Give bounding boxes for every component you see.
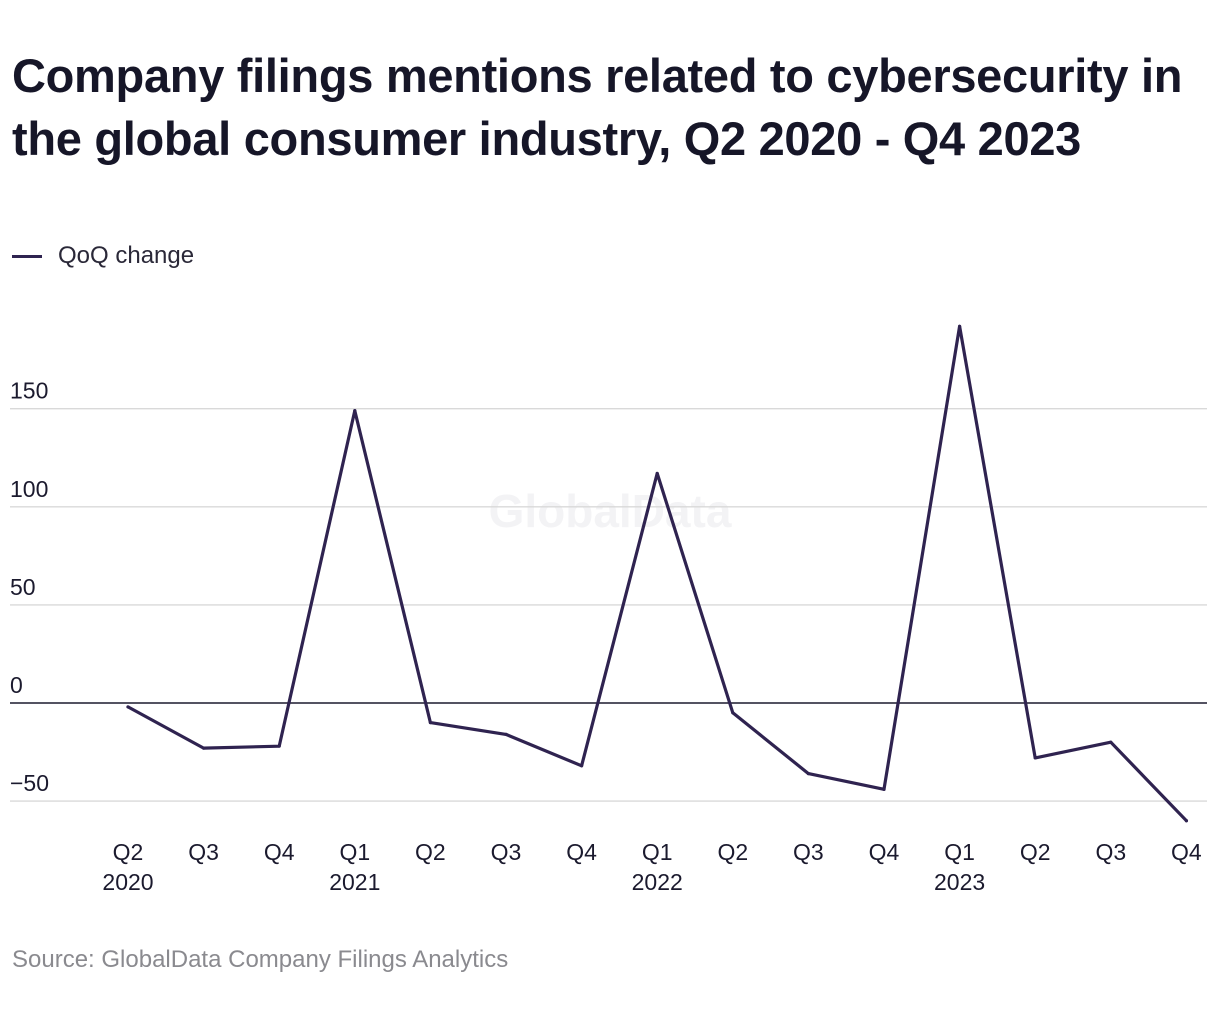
x-tick-label: Q3 bbox=[188, 839, 219, 865]
series-line bbox=[126, 324, 1189, 823]
x-tick-year-label: 2022 bbox=[632, 869, 683, 895]
x-tick-label: Q3 bbox=[491, 839, 522, 865]
x-tick-label: Q3 bbox=[793, 839, 824, 865]
x-tick-label: Q2 bbox=[113, 839, 144, 865]
data-point bbox=[126, 705, 130, 709]
data-point bbox=[882, 787, 886, 791]
legend: QoQ change bbox=[12, 242, 194, 270]
x-tick-label: Q1 bbox=[642, 839, 673, 865]
data-point bbox=[580, 764, 584, 768]
y-axis: 150 100 50 0 −50 bbox=[10, 378, 49, 796]
data-point bbox=[202, 746, 206, 750]
y-tick-label: 50 bbox=[10, 574, 36, 600]
source-note: Source: GlobalData Company Filings Analy… bbox=[12, 946, 509, 973]
data-point bbox=[353, 409, 357, 413]
y-tick-label: 150 bbox=[10, 378, 48, 404]
x-axis: Q2 2020 Q3 Q4 Q1 2021 Q2 Q3 Q4 Q1 2022 Q2 Q3 Q4 Q1 2023… bbox=[102, 839, 1202, 895]
data-point bbox=[1109, 740, 1113, 744]
x-tick-year-label: 2020 bbox=[102, 869, 153, 895]
data-point bbox=[806, 772, 811, 776]
data-point bbox=[277, 744, 281, 748]
x-tick-year-label: 2023 bbox=[934, 869, 985, 895]
x-tick-label: Q4 bbox=[869, 839, 900, 865]
x-tick-label: Q4 bbox=[1171, 839, 1202, 865]
data-point bbox=[1184, 819, 1188, 823]
x-tick-label: Q4 bbox=[264, 839, 295, 865]
data-point bbox=[731, 711, 735, 715]
x-tick-label: Q2 bbox=[415, 839, 446, 865]
gridlines bbox=[10, 408, 1207, 802]
data-point bbox=[1033, 756, 1037, 760]
x-tick-label: Q2 bbox=[717, 839, 748, 865]
legend-label: QoQ change bbox=[58, 242, 195, 269]
y-tick-label: 0 bbox=[10, 672, 23, 698]
y-tick-label: 100 bbox=[10, 476, 48, 502]
x-tick-label: Q1 bbox=[944, 839, 975, 865]
y-tick-label: −50 bbox=[10, 770, 49, 796]
chart-title: Company filings mentions related to cybe… bbox=[12, 49, 1183, 165]
x-tick-year-label: 2021 bbox=[329, 869, 380, 895]
data-point bbox=[958, 324, 962, 328]
x-tick-label: Q1 bbox=[339, 839, 370, 865]
x-tick-label: Q2 bbox=[1020, 839, 1051, 865]
data-point bbox=[504, 732, 508, 736]
series-qoq-change bbox=[126, 324, 1189, 823]
watermark-text: GlobalData bbox=[489, 485, 732, 537]
x-tick-label: Q4 bbox=[566, 839, 597, 865]
legend-swatch bbox=[12, 254, 42, 258]
data-point bbox=[428, 721, 432, 725]
x-tick-label: Q3 bbox=[1095, 839, 1126, 865]
data-point bbox=[655, 471, 659, 476]
